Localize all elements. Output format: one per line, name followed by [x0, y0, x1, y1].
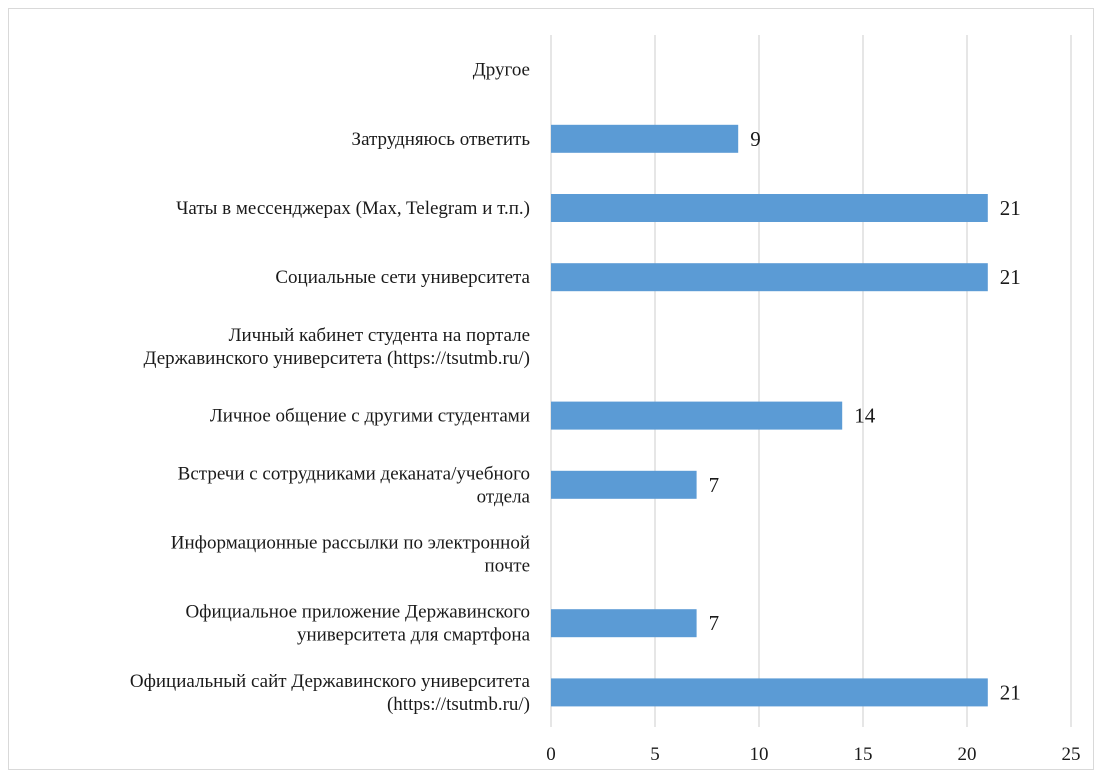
bar — [551, 470, 697, 499]
data-label: 9 — [750, 127, 761, 151]
bar — [551, 194, 988, 222]
x-tick-label: 10 — [750, 744, 769, 765]
data-label: 21 — [1000, 680, 1021, 704]
category-label: Информационные рассылки по электронной по… — [171, 533, 530, 577]
bar — [551, 124, 739, 153]
bar — [551, 609, 697, 638]
category-labels: Другое Затрудняюсь ответить Чаты в мессенд… — [130, 60, 531, 715]
bars — [551, 124, 988, 707]
category-label: Официальное приложение Державинского унив… — [185, 602, 530, 646]
x-tick-label: 5 — [650, 744, 660, 765]
bar — [551, 678, 988, 707]
x-tick-label: 20 — [958, 744, 977, 765]
category-label: Личное общение с другими студентами — [210, 406, 530, 427]
data-label: 14 — [854, 404, 876, 428]
category-label: Личный кабинет студента на портале Держав… — [144, 325, 530, 369]
bar — [551, 401, 843, 430]
x-tick-label: 0 — [546, 744, 556, 765]
bar — [551, 263, 988, 292]
category-label: Другое — [473, 60, 530, 81]
category-label: Социальные сети университета — [275, 267, 530, 288]
data-label: 21 — [1000, 265, 1021, 289]
x-axis-ticks: 0 5 10 15 20 25 — [546, 744, 1080, 765]
category-label: Чаты в мессенджерах (Max, Telegram и т.п… — [176, 198, 530, 219]
x-tick-label: 15 — [854, 744, 873, 765]
data-label: 7 — [709, 473, 720, 497]
x-tick-label: 25 — [1062, 744, 1081, 765]
category-label: Официальный сайт Державинского университ… — [130, 671, 531, 715]
data-label: 7 — [709, 611, 720, 635]
category-label: Затрудняюсь ответить — [352, 129, 531, 150]
category-label: Встречи с сотрудниками деканата/учебного… — [178, 463, 531, 507]
data-labels: 9 21 21 14 7 7 21 — [709, 127, 1021, 705]
data-label: 21 — [1000, 196, 1021, 220]
